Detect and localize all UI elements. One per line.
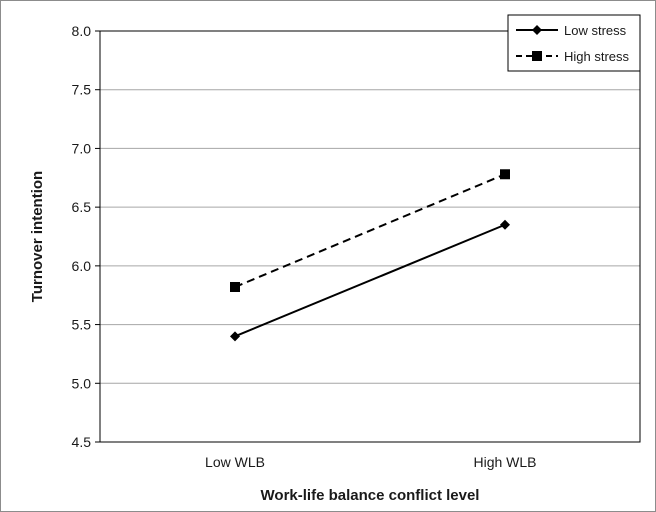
data-point [230, 281, 240, 292]
legend-label: High stress [564, 49, 630, 64]
legend-marker [532, 51, 542, 61]
legend-box [507, 14, 641, 72]
x-axis-ticks: Low WLB High WLB [205, 454, 536, 470]
x-tick-label: High WLB [473, 454, 536, 470]
y-tick-label: 8.0 [72, 23, 92, 39]
series-high-stress [230, 169, 510, 292]
y-tick-label: 6.5 [72, 199, 92, 215]
y-tick-label: 7.0 [72, 140, 92, 156]
x-tick-label: Low WLB [205, 454, 265, 470]
y-tick-label: 6.0 [72, 258, 92, 274]
series [230, 169, 510, 342]
plot-area [99, 30, 641, 443]
y-tick-label: 7.5 [72, 82, 92, 98]
legend-item: Low stress [516, 23, 627, 38]
y-axis-ticks: 4.5 5.0 5.5 6.0 6.5 7.0 7.5 8.0 [72, 23, 100, 450]
data-point [500, 219, 510, 230]
series-line [234, 223, 506, 338]
legend-item: High stress [516, 49, 630, 64]
x-axis-title: Work-life balance conflict level [261, 487, 480, 504]
legend-label: Low stress [564, 23, 627, 38]
y-tick-label: 4.5 [72, 434, 92, 450]
y-axis-title: Turnover intention [29, 171, 46, 302]
data-point [230, 331, 240, 342]
data-point [500, 169, 510, 180]
legend: Low stress High stress [507, 14, 641, 72]
gridlines [100, 89, 640, 384]
legend-marker [532, 25, 542, 35]
series-line [234, 173, 506, 288]
series-low-stress [230, 219, 510, 342]
y-tick-label: 5.5 [72, 317, 92, 333]
y-tick-label: 5.0 [72, 375, 92, 391]
